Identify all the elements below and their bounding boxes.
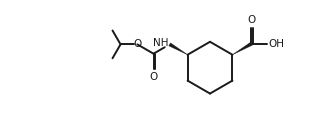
Polygon shape (232, 42, 252, 55)
Text: OH: OH (269, 39, 285, 49)
Text: O: O (149, 72, 158, 82)
Text: O: O (247, 15, 256, 25)
Text: NH: NH (153, 38, 168, 48)
Text: O: O (133, 39, 142, 49)
Polygon shape (169, 43, 188, 55)
